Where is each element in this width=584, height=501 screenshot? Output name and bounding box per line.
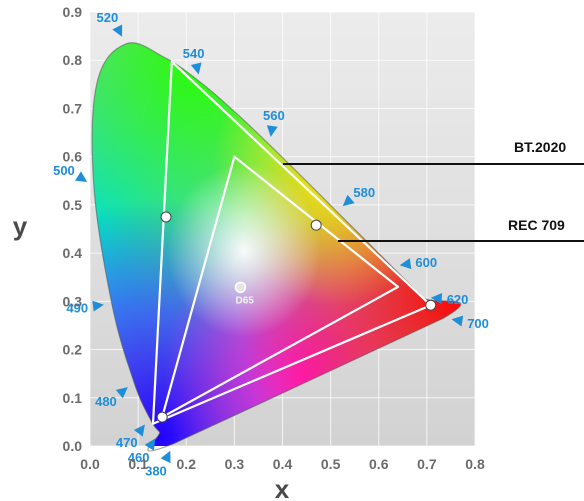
x-tick-label: 0.2 xyxy=(177,456,197,472)
wavelength-arrow-480 xyxy=(115,387,128,399)
marker-point xyxy=(310,219,322,231)
wavelength-arrow-700 xyxy=(451,315,464,327)
x-tick-label: 0.1 xyxy=(128,456,148,472)
y-tick-label: 0.5 xyxy=(63,197,83,213)
bt2020-label: BT.2020 xyxy=(514,139,566,155)
y-tick-labels: 0.0 0.1 0.2 0.3 0.4 0.5 0.6 0.7 0.8 0.9 xyxy=(63,4,83,454)
x-tick-label: 0.3 xyxy=(225,456,245,472)
y-tick-label: 0.1 xyxy=(63,390,83,406)
wavelength-label-520: 520 xyxy=(96,10,118,25)
x-tick-label: 0.7 xyxy=(417,456,437,472)
x-tick-label: 0.5 xyxy=(321,456,341,472)
x-axis-title: x xyxy=(275,474,290,501)
wavelength-arrow-500 xyxy=(75,171,88,182)
point-markers xyxy=(156,211,437,423)
x-tick-label: 0.4 xyxy=(273,456,293,472)
y-axis-title: y xyxy=(13,211,28,241)
y-tick-label: 0.2 xyxy=(63,342,83,358)
wavelength-label-560: 560 xyxy=(263,108,285,123)
wavelength-label-490: 490 xyxy=(66,300,88,315)
wavelength-label-460: 460 xyxy=(128,450,150,465)
wavelength-label-600: 600 xyxy=(415,255,437,270)
white-point-label: D65 xyxy=(235,295,254,306)
y-tick-label: 0.9 xyxy=(63,4,83,20)
spectral-locus-outline xyxy=(91,42,462,452)
wavelength-label-620: 620 xyxy=(447,292,469,307)
wavelength-arrow-490 xyxy=(92,300,104,312)
rec709-label: REC 709 xyxy=(508,217,565,233)
x-tick-label: 0.0 xyxy=(80,456,100,472)
y-tick-label: 0.8 xyxy=(63,52,83,68)
wavelength-label-380: 380 xyxy=(145,464,167,479)
x-tick-labels: 0.0 0.1 0.2 0.3 0.4 0.5 0.6 0.7 0.8 xyxy=(80,456,485,472)
wavelength-arrow-560 xyxy=(266,125,278,137)
wavelength-arrow-470 xyxy=(133,424,145,437)
wavelength-arrow-520 xyxy=(112,24,123,37)
y-tick-label: 0.7 xyxy=(63,100,83,116)
x-tick-label: 0.8 xyxy=(465,456,485,472)
wavelength-arrow-540 xyxy=(190,62,202,75)
y-tick-label: 0.6 xyxy=(63,149,83,165)
wavelength-label-540: 540 xyxy=(183,46,205,61)
x-tick-label: 0.6 xyxy=(369,456,389,472)
y-tick-label: 0.0 xyxy=(63,438,83,454)
white-point-marker xyxy=(234,281,247,294)
white-point: D65 xyxy=(234,281,254,306)
y-tick-label: 0.3 xyxy=(63,293,83,309)
y-tick-label: 0.4 xyxy=(63,245,83,261)
wavelength-arrow-620 xyxy=(430,293,443,304)
gamut-bt2020-triangle xyxy=(151,60,432,425)
marker-point xyxy=(156,411,168,423)
wavelength-label-470: 470 xyxy=(116,435,138,450)
wavelength-label-700: 700 xyxy=(467,316,489,331)
wavelength-label-500: 500 xyxy=(53,163,75,178)
wavelength-arrow-580 xyxy=(342,194,355,207)
wavelength-label-580: 580 xyxy=(353,185,375,200)
wavelength-arrow-380 xyxy=(160,450,171,464)
wavelength-arrow-600 xyxy=(399,258,412,270)
marker-point xyxy=(160,211,172,223)
marker-point xyxy=(425,299,437,311)
wavelength-label-480: 480 xyxy=(95,394,117,409)
wavelength-arrow-460 xyxy=(144,438,156,451)
